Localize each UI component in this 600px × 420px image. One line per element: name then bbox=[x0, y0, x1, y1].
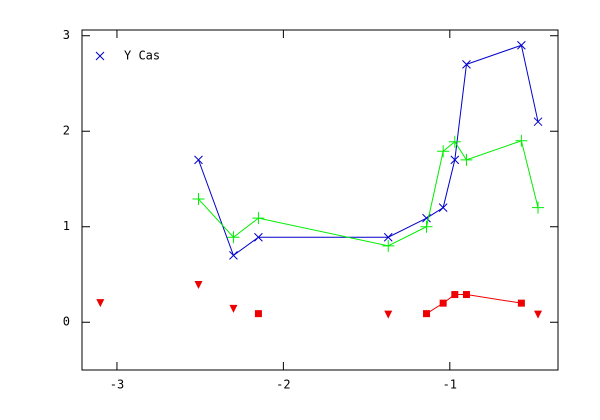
plot-frame bbox=[81, 29, 559, 371]
marker bbox=[448, 135, 461, 148]
x-tick-label: -3 bbox=[110, 378, 124, 392]
marker bbox=[254, 310, 262, 318]
x-tick-label: -1 bbox=[443, 378, 457, 392]
marker bbox=[229, 251, 238, 260]
series-line bbox=[198, 140, 539, 247]
marker bbox=[462, 60, 471, 69]
marker bbox=[383, 232, 393, 242]
marker bbox=[227, 231, 240, 244]
y-tick-label: 1 bbox=[63, 219, 70, 233]
marker bbox=[515, 134, 528, 147]
marker bbox=[460, 153, 473, 166]
marker bbox=[438, 203, 448, 212]
y-tick-label: 0 bbox=[63, 315, 70, 329]
marker bbox=[229, 304, 238, 313]
legend-marker bbox=[95, 51, 105, 61]
marker bbox=[439, 299, 447, 307]
marker bbox=[517, 40, 526, 50]
marker bbox=[533, 117, 543, 127]
marker bbox=[384, 310, 393, 319]
marker bbox=[532, 201, 545, 214]
marker bbox=[254, 232, 263, 242]
marker bbox=[382, 239, 395, 252]
x-tick-label: -2 bbox=[276, 378, 290, 392]
marker bbox=[437, 145, 450, 158]
y-tick-label: 2 bbox=[63, 124, 70, 138]
marker bbox=[423, 310, 431, 318]
marker bbox=[450, 155, 460, 165]
marker bbox=[517, 299, 525, 307]
series-line bbox=[198, 44, 539, 257]
legend-label: Y Cas bbox=[124, 49, 160, 63]
marker bbox=[192, 193, 205, 206]
marker bbox=[194, 155, 203, 165]
marker bbox=[96, 299, 105, 308]
marker bbox=[462, 291, 470, 299]
marker bbox=[534, 310, 543, 319]
marker bbox=[451, 291, 459, 299]
marker bbox=[420, 220, 433, 233]
marker bbox=[194, 281, 203, 289]
y-tick-label: 3 bbox=[63, 28, 70, 42]
marker bbox=[252, 212, 265, 225]
